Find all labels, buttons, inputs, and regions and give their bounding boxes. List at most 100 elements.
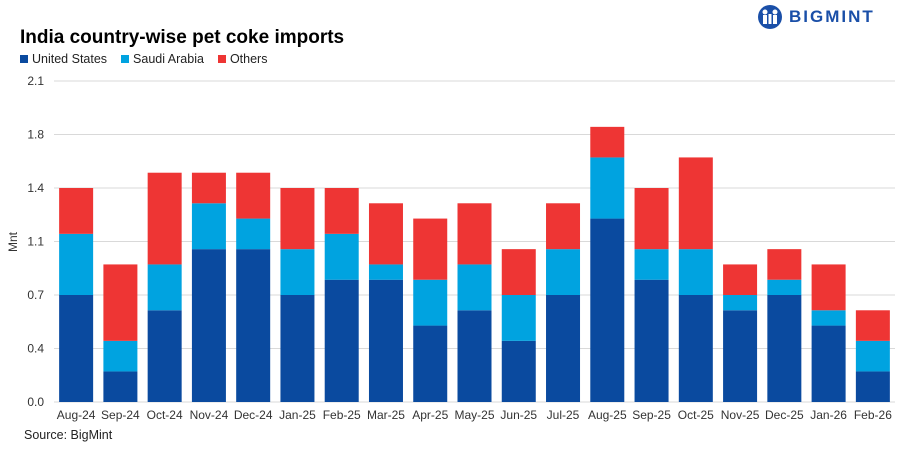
- bar-segment-saudi-arabia: [280, 249, 315, 295]
- x-tick-label: Jan-26: [810, 408, 847, 422]
- bar-segment-united-states: [590, 218, 625, 402]
- legend-item-others: Others: [217, 52, 268, 66]
- y-tick-label: 2.1: [27, 74, 44, 88]
- x-tick-label: Nov-25: [721, 408, 760, 422]
- bar-segment-others: [147, 172, 182, 265]
- x-tick-label: Nov-24: [190, 408, 229, 422]
- bar-segment-others: [103, 264, 138, 341]
- bar-segment-united-states: [368, 279, 403, 402]
- bar-segment-united-states: [634, 279, 669, 402]
- bar-segment-united-states: [103, 371, 138, 402]
- bar-segment-others: [59, 188, 94, 234]
- bar-segment-others: [855, 310, 890, 341]
- y-tick-label: 0.7: [27, 288, 44, 302]
- bar-segment-united-states: [723, 310, 758, 402]
- brand-name: BIGMINT: [789, 7, 875, 26]
- bar-segment-saudi-arabia: [368, 264, 403, 280]
- bar-segment-others: [236, 172, 271, 219]
- y-tick-label: 0.4: [27, 342, 44, 356]
- legend-item-saudi-arabia: Saudi Arabia: [121, 52, 204, 66]
- x-tick-label: Jun-25: [500, 408, 537, 422]
- y-tick-label: 1.1: [27, 235, 44, 249]
- bar-segment-others: [678, 157, 713, 250]
- bar-segment-united-states: [413, 325, 448, 402]
- y-tick-label: 1.4: [27, 181, 44, 195]
- bar-segment-saudi-arabia: [811, 310, 846, 326]
- x-tick-label: Aug-24: [57, 408, 96, 422]
- bar-segment-others: [634, 188, 669, 250]
- bar-segment-others: [723, 264, 758, 295]
- bar-segment-others: [280, 188, 315, 250]
- bar-segment-saudi-arabia: [413, 279, 448, 326]
- x-tick-label: Apr-25: [412, 408, 448, 422]
- legend-label: Others: [229, 52, 268, 66]
- bar-segment-saudi-arabia: [678, 249, 713, 295]
- bar-segment-others: [457, 203, 492, 265]
- bar-segment-saudi-arabia: [767, 279, 802, 295]
- x-tick-label: Oct-25: [678, 408, 714, 422]
- x-tick-label: May-25: [454, 408, 494, 422]
- bar-segment-united-states: [191, 249, 226, 402]
- legend-swatch: [217, 55, 226, 63]
- x-tick-label: Feb-26: [854, 408, 892, 422]
- bar-segment-united-states: [236, 249, 271, 402]
- bar-segment-others: [590, 126, 625, 158]
- legend-label: United States: [32, 52, 108, 66]
- bar-segment-saudi-arabia: [855, 340, 890, 372]
- x-tick-label: Jan-25: [279, 408, 316, 422]
- legend-swatch: [121, 55, 130, 63]
- bar-segment-saudi-arabia: [723, 295, 758, 311]
- bar-segment-others: [501, 249, 536, 295]
- bar-segment-saudi-arabia: [236, 218, 271, 250]
- bar-segment-saudi-arabia: [501, 295, 536, 341]
- x-tick-label: Dec-24: [234, 408, 273, 422]
- bar-segment-saudi-arabia: [634, 249, 669, 280]
- bar-segment-united-states: [59, 295, 94, 402]
- bar-segment-saudi-arabia: [457, 264, 492, 311]
- bar-segment-united-states: [767, 295, 802, 402]
- y-axis-label: Mnt: [6, 231, 20, 252]
- bar-segment-saudi-arabia: [590, 157, 625, 219]
- legend-swatch: [20, 55, 28, 63]
- x-tick-label: Oct-24: [147, 408, 183, 422]
- x-tick-label: Aug-25: [588, 408, 627, 422]
- bar-segment-united-states: [501, 340, 536, 402]
- bar-segment-saudi-arabia: [59, 233, 94, 295]
- bar-segment-united-states: [678, 295, 713, 402]
- bar-segment-united-states: [457, 310, 492, 402]
- bar-segment-united-states: [324, 279, 359, 402]
- x-tick-label: Dec-25: [765, 408, 804, 422]
- chart-title: India country-wise pet coke imports: [20, 27, 345, 48]
- bar-segment-united-states: [147, 310, 182, 402]
- y-tick-label: 1.8: [27, 128, 44, 142]
- x-tick-label: Feb-25: [323, 408, 361, 422]
- x-tick-label: Mar-25: [367, 408, 405, 422]
- bigmint-logo: BIGMINT: [757, 4, 875, 30]
- bar-segment-united-states: [280, 295, 315, 402]
- bar-segment-saudi-arabia: [103, 340, 138, 372]
- bar-segment-saudi-arabia: [191, 203, 226, 250]
- bar-segment-saudi-arabia: [324, 233, 359, 280]
- legend: United States Saudi Arabia Others: [20, 52, 267, 66]
- bigmint-logo-icon: [758, 5, 782, 29]
- bar-segment-others: [368, 203, 403, 265]
- bar-segment-others: [811, 264, 846, 311]
- y-tick-label: 0.0: [27, 395, 44, 409]
- x-tick-label: Jul-25: [547, 408, 580, 422]
- bar-segment-others: [546, 203, 581, 250]
- bar-segment-others: [413, 218, 448, 280]
- legend-item-united-states: United States: [20, 52, 107, 66]
- source-note: Source: BigMint: [24, 428, 113, 442]
- bar-segment-others: [767, 249, 802, 280]
- legend-label: Saudi Arabia: [133, 52, 204, 66]
- bar-segment-united-states: [546, 295, 581, 402]
- bar-segment-united-states: [811, 325, 846, 402]
- x-tick-label: Sep-25: [632, 408, 671, 422]
- bar-segment-united-states: [855, 371, 890, 402]
- bar-segment-saudi-arabia: [546, 249, 581, 295]
- bar-segment-saudi-arabia: [147, 264, 182, 311]
- bar-segment-others: [191, 172, 226, 204]
- x-tick-label: Sep-24: [101, 408, 140, 422]
